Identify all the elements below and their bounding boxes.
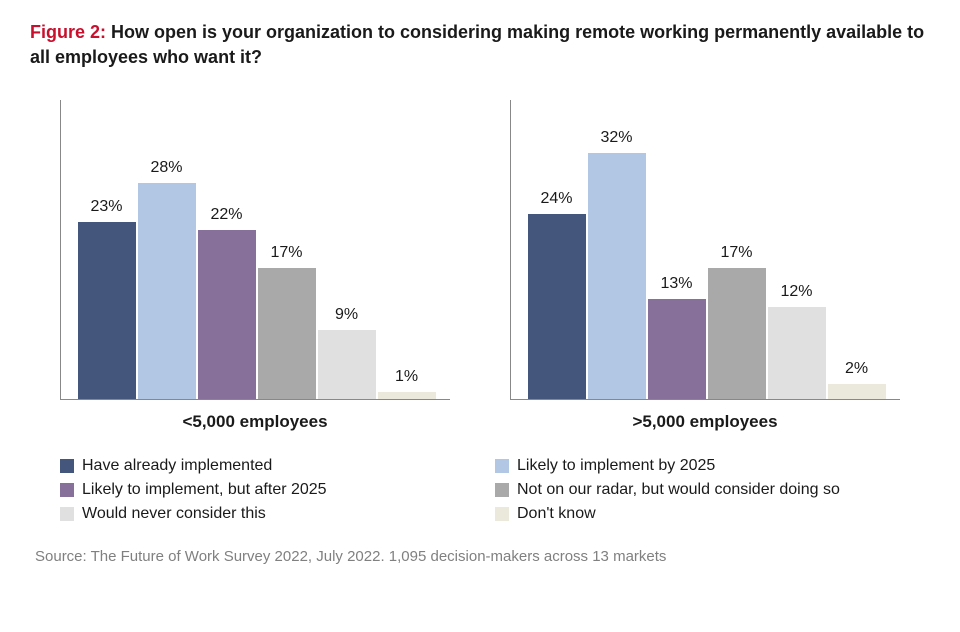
legend-swatch <box>495 507 509 521</box>
legend-item: Don't know <box>495 505 900 523</box>
bar-wrap: 17% <box>257 100 317 399</box>
bar <box>768 307 826 400</box>
legend-label: Likely to implement, but after 2025 <box>82 481 327 499</box>
panel-title-left: <5,000 employees <box>182 412 327 432</box>
legend-swatch <box>60 507 74 521</box>
legend-item: Likely to implement, but after 2025 <box>60 481 465 499</box>
bar-wrap: 28% <box>137 100 197 399</box>
bar <box>138 183 196 399</box>
chart-panel-left: 23% 28% 22% 17% 9% 1% <5,000 employees <box>60 100 450 432</box>
figure-title: Figure 2: How open is your organization … <box>30 20 930 70</box>
legend-item: Have already implemented <box>60 457 465 475</box>
bar-value-label: 2% <box>845 360 868 378</box>
bar-value-label: 28% <box>150 159 182 177</box>
bar-value-label: 32% <box>600 129 632 147</box>
legend-label: Have already implemented <box>82 457 272 475</box>
bar-value-label: 12% <box>780 283 812 301</box>
bar-value-label: 17% <box>720 244 752 262</box>
legend-label: Not on our radar, but would consider doi… <box>517 481 840 499</box>
charts-row: 23% 28% 22% 17% 9% 1% <5,000 employees 24% 32%… <box>30 100 930 432</box>
bar-value-label: 22% <box>210 206 242 224</box>
bar-value-label: 9% <box>335 306 358 324</box>
bars-area-left: 23% 28% 22% 17% 9% 1% <box>60 100 450 400</box>
legend-label: Likely to implement by 2025 <box>517 457 715 475</box>
legend-label: Would never consider this <box>82 505 266 523</box>
bar <box>648 299 706 399</box>
bar-wrap: 13% <box>647 100 707 399</box>
bar-wrap: 24% <box>527 100 587 399</box>
bar <box>318 330 376 399</box>
chart-panel-right: 24% 32% 13% 17% 12% 2% >5,000 employees <box>510 100 900 432</box>
bar <box>378 392 436 400</box>
bar-wrap: 9% <box>317 100 377 399</box>
bar-wrap: 12% <box>767 100 827 399</box>
bar-wrap: 2% <box>827 100 887 399</box>
bar <box>588 153 646 400</box>
bars-area-right: 24% 32% 13% 17% 12% 2% <box>510 100 900 400</box>
legend-label: Don't know <box>517 505 596 523</box>
panel-title-right: >5,000 employees <box>632 412 777 432</box>
source-text: Source: The Future of Work Survey 2022, … <box>30 548 930 565</box>
legend-item: Would never consider this <box>60 505 465 523</box>
bar <box>828 384 886 399</box>
legend-swatch <box>495 459 509 473</box>
bar-value-label: 1% <box>395 368 418 386</box>
bar-wrap: 17% <box>707 100 767 399</box>
bar-wrap: 23% <box>77 100 137 399</box>
legend-swatch <box>495 483 509 497</box>
legend-swatch <box>60 459 74 473</box>
figure-title-text: How open is your organization to conside… <box>30 22 924 67</box>
bar <box>198 230 256 400</box>
bar-wrap: 32% <box>587 100 647 399</box>
bar-wrap: 22% <box>197 100 257 399</box>
legend-item: Likely to implement by 2025 <box>495 457 900 475</box>
bar <box>528 214 586 399</box>
bar-value-label: 17% <box>270 244 302 262</box>
bar-value-label: 23% <box>90 198 122 216</box>
bar <box>258 268 316 399</box>
legend: Have already implemented Likely to implem… <box>30 447 930 523</box>
bar <box>708 268 766 399</box>
legend-swatch <box>60 483 74 497</box>
bar <box>78 222 136 399</box>
bar-value-label: 24% <box>540 190 572 208</box>
bar-wrap: 1% <box>377 100 437 399</box>
bar-value-label: 13% <box>660 275 692 293</box>
legend-item: Not on our radar, but would consider doi… <box>495 481 900 499</box>
figure-label: Figure 2: <box>30 22 106 42</box>
